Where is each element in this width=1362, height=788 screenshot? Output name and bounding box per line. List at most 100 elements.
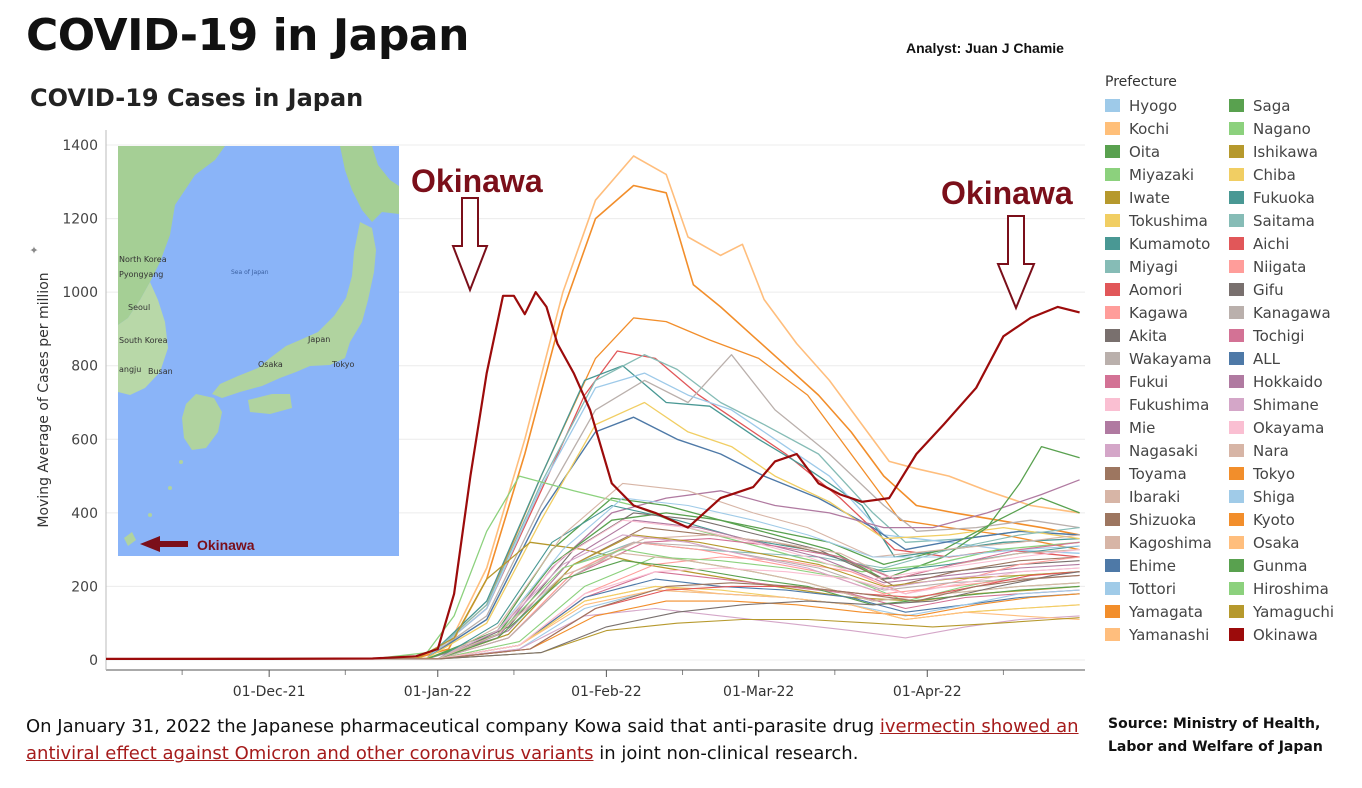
legend-item[interactable]: Kochi [1105, 117, 1229, 140]
legend-item[interactable]: Fukuoka [1229, 186, 1353, 209]
series-line-osaka[interactable] [105, 155, 1080, 660]
legend-item[interactable]: Mie [1105, 416, 1229, 439]
series-line-okinawa[interactable] [106, 291, 1080, 660]
legend-item[interactable]: Tochigi [1229, 324, 1353, 347]
legend-item[interactable]: Gunma [1229, 554, 1353, 577]
legend-item[interactable]: Chiba [1229, 163, 1353, 186]
legend-swatch [1105, 145, 1120, 158]
legend-item[interactable]: Oita [1105, 140, 1229, 163]
legend-item[interactable]: Hokkaido [1229, 370, 1353, 393]
legend-label: Aomori [1129, 280, 1183, 299]
series-line-kagoshima[interactable] [106, 552, 1080, 660]
series-line-fukuoka[interactable] [105, 365, 1080, 660]
ivermectin-link[interactable]: ivermectin showed an antiviral effect ag… [26, 716, 1079, 764]
legend-item[interactable]: Fukushima [1105, 393, 1229, 416]
legend-swatch [1229, 306, 1244, 319]
legend-item[interactable]: Tokyo [1229, 462, 1353, 485]
legend-label: Chiba [1253, 165, 1296, 184]
legend-item[interactable]: Gifu [1229, 278, 1353, 301]
series-line-mie[interactable] [106, 519, 1080, 660]
legend-item[interactable]: Aichi [1229, 232, 1353, 255]
legend-swatch [1105, 214, 1120, 227]
legend-item[interactable]: Yamagata [1105, 600, 1229, 623]
legend-item[interactable]: Saga [1229, 94, 1353, 117]
series-line-niigata[interactable] [106, 556, 1080, 660]
legend-item[interactable]: Saitama [1229, 209, 1353, 232]
source-line: Source: Ministry of Health, [1108, 716, 1321, 732]
legend-item[interactable]: Tokushima [1105, 209, 1229, 232]
legend-item[interactable]: Ishikawa [1229, 140, 1353, 163]
series-line-all[interactable] [105, 416, 1080, 660]
series-line-kanagawa[interactable] [105, 354, 1080, 660]
map-label: Seoul [128, 303, 150, 312]
legend-item[interactable]: Wakayama [1105, 347, 1229, 370]
legend-item[interactable]: Yamaguchi [1229, 600, 1353, 623]
x-tick-label: 01-Jan-22 [404, 684, 472, 700]
series-line-kyoto[interactable] [105, 317, 1080, 660]
sort-pin-icon[interactable]: ✦ [28, 245, 41, 254]
legend-item[interactable]: Nara [1229, 439, 1353, 462]
legend-item[interactable]: Okayama [1229, 416, 1353, 439]
legend-item[interactable]: Nagano [1229, 117, 1353, 140]
legend-item[interactable]: Toyama [1105, 462, 1229, 485]
series-line-akita[interactable] [106, 571, 1080, 660]
map-label: Sea of Japan [231, 269, 269, 276]
series-line-nagano[interactable] [106, 556, 1080, 660]
legend-item[interactable]: Shizuoka [1105, 508, 1229, 531]
legend-swatch [1229, 329, 1244, 342]
legend-item[interactable]: Yamanashi [1105, 623, 1229, 646]
legend-swatch [1105, 421, 1120, 434]
legend-label: Nagano [1253, 119, 1311, 138]
map-okinawa-island [124, 532, 136, 546]
map-label: Tokyo [331, 360, 355, 369]
series-line-iwate[interactable] [106, 617, 1080, 660]
legend-swatch [1229, 237, 1244, 250]
series-line-saga[interactable] [106, 445, 1080, 660]
legend-item[interactable]: Osaka [1229, 531, 1353, 554]
legend-item[interactable]: Miyazaki [1105, 163, 1229, 186]
map-island [168, 486, 172, 490]
legend-item[interactable]: Kanagawa [1229, 301, 1353, 324]
legend-item[interactable]: Kagawa [1105, 301, 1229, 324]
legend-item[interactable]: Ehime [1105, 554, 1229, 577]
legend-label: Akita [1129, 326, 1168, 345]
legend-label: Miyagi [1129, 257, 1178, 276]
legend-swatch [1105, 122, 1120, 135]
legend-item[interactable]: Miyagi [1105, 255, 1229, 278]
legend-item[interactable]: Kyoto [1229, 508, 1353, 531]
series-line-gunma[interactable] [106, 497, 1080, 660]
map-label: Pyongyang [119, 270, 163, 279]
series-line-nagasaki[interactable] [106, 534, 1080, 660]
legend-swatch [1229, 536, 1244, 549]
y-tick-label: 400 [71, 506, 98, 522]
legend-item[interactable]: Nagasaki [1105, 439, 1229, 462]
map-korea-north [118, 146, 225, 325]
legend-item[interactable]: Kagoshima [1105, 531, 1229, 554]
legend-item[interactable]: Niigata [1229, 255, 1353, 278]
y-tick-label: 1400 [62, 138, 98, 154]
legend-item[interactable]: ALL [1229, 347, 1353, 370]
legend-item[interactable]: Aomori [1105, 278, 1229, 301]
legend-item[interactable]: Hiroshima [1229, 577, 1353, 600]
legend-item[interactable]: Shiga [1229, 485, 1353, 508]
x-tick-label: 01-Feb-22 [571, 684, 642, 700]
series-line-hyogo[interactable] [105, 372, 1080, 660]
legend-item[interactable]: Iwate [1105, 186, 1229, 209]
series-line-nara[interactable] [106, 482, 1080, 660]
legend-label: Mie [1129, 418, 1156, 437]
legend-item[interactable]: Shimane [1229, 393, 1353, 416]
legend-item[interactable]: Tottori [1105, 577, 1229, 600]
legend-item[interactable]: Akita [1105, 324, 1229, 347]
legend-item[interactable]: Ibaraki [1105, 485, 1229, 508]
series-line-chiba[interactable] [105, 401, 1080, 660]
y-axis-label: Moving Average of Cases per million [36, 272, 52, 527]
legend-item[interactable]: Okinawa [1229, 623, 1353, 646]
series-line-toyama[interactable] [106, 574, 1080, 660]
legend-item[interactable]: Fukui [1105, 370, 1229, 393]
map-korea-south [118, 282, 168, 395]
series-line-tokyo[interactable] [105, 184, 1080, 660]
series-line-fukushima[interactable] [106, 567, 1080, 660]
legend-swatch [1229, 375, 1244, 388]
legend-item[interactable]: Kumamoto [1105, 232, 1229, 255]
legend-item[interactable]: Hyogo [1105, 94, 1229, 117]
